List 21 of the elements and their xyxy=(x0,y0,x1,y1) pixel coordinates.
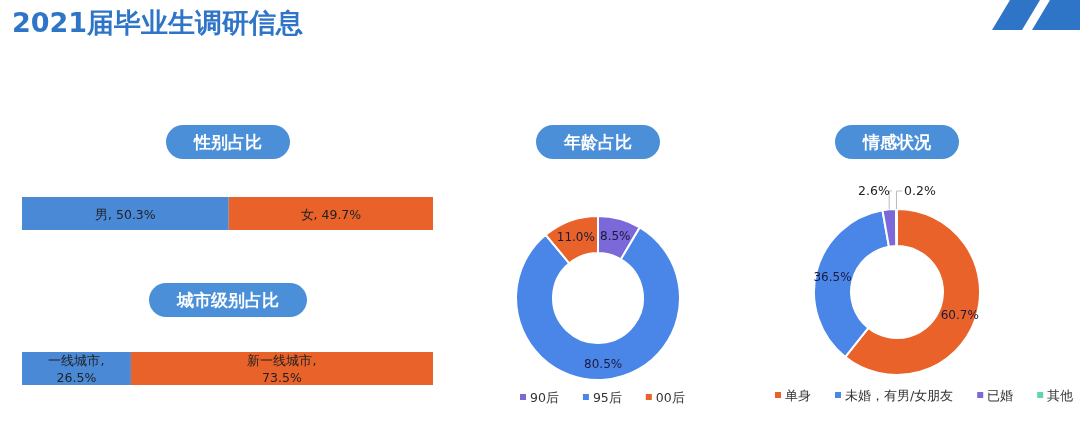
legend-label: 单身 xyxy=(785,388,811,403)
chart-title: 城市级别占比 xyxy=(176,290,279,310)
chart-title: 性别占比 xyxy=(193,132,262,152)
text: 2021届毕业生调研信息 xyxy=(12,7,304,38)
data-label: 80.5% xyxy=(584,357,623,372)
legend-label: 95后 xyxy=(592,390,622,405)
data-label: 男, 50.3% xyxy=(95,206,156,222)
chart-title: 情感状况 xyxy=(862,132,932,152)
legend-label: 已婚 xyxy=(987,388,1014,403)
legend-label: 其他 xyxy=(1047,388,1074,403)
data-label: 2.6% xyxy=(858,183,890,198)
legend-label: 未婚，有男/女朋友 xyxy=(845,388,954,403)
data-label: 新一线城市, 73.5% xyxy=(247,353,317,385)
legend-label: 90后 xyxy=(530,390,559,405)
data-label: 女, 49.7% xyxy=(300,206,362,222)
data-label: 一线城市, 26.5% xyxy=(48,353,105,385)
data-label: 11.0% xyxy=(556,230,595,245)
legend-label: 00后 xyxy=(655,390,685,405)
data-label: 8.5% xyxy=(600,228,631,243)
chart-title: 年龄占比 xyxy=(563,132,632,152)
data-label: 0.2% xyxy=(904,183,936,198)
